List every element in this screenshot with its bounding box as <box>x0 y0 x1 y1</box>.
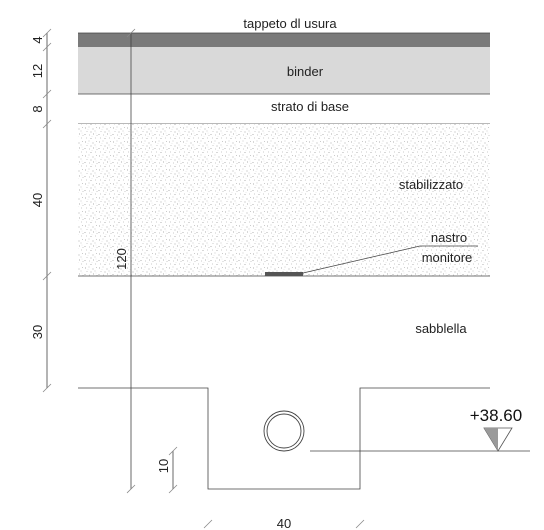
tape-leader-line <box>302 245 478 274</box>
wearing-course-layer <box>78 33 490 47</box>
monitor-tape <box>265 272 303 276</box>
dim-bottom-width: 40 <box>277 516 291 530</box>
dim-40: 40 <box>30 193 45 207</box>
dim-30: 30 <box>30 325 45 339</box>
stabilized-layer <box>78 124 490 276</box>
dim-4: 4 <box>30 36 45 43</box>
label-monitore: monitore <box>422 250 473 265</box>
elevation-label: +38.60 <box>470 406 522 425</box>
label-base: strato di base <box>271 99 349 114</box>
trench-outline <box>78 387 490 490</box>
pipe-circle <box>263 410 305 452</box>
dim-120: 120 <box>114 248 129 270</box>
dim-10: 10 <box>156 459 171 473</box>
binder-layer <box>78 47 490 94</box>
dim-8: 8 <box>30 105 45 112</box>
label-stabilizzato: stabilizzato <box>399 177 463 192</box>
label-nastro: nastro <box>431 230 467 245</box>
label-sabbiella: sabblella <box>415 321 467 336</box>
label-tappeto: tappeto dl usura <box>243 16 337 31</box>
dim-12: 12 <box>30 64 45 78</box>
label-binder: binder <box>287 64 324 79</box>
